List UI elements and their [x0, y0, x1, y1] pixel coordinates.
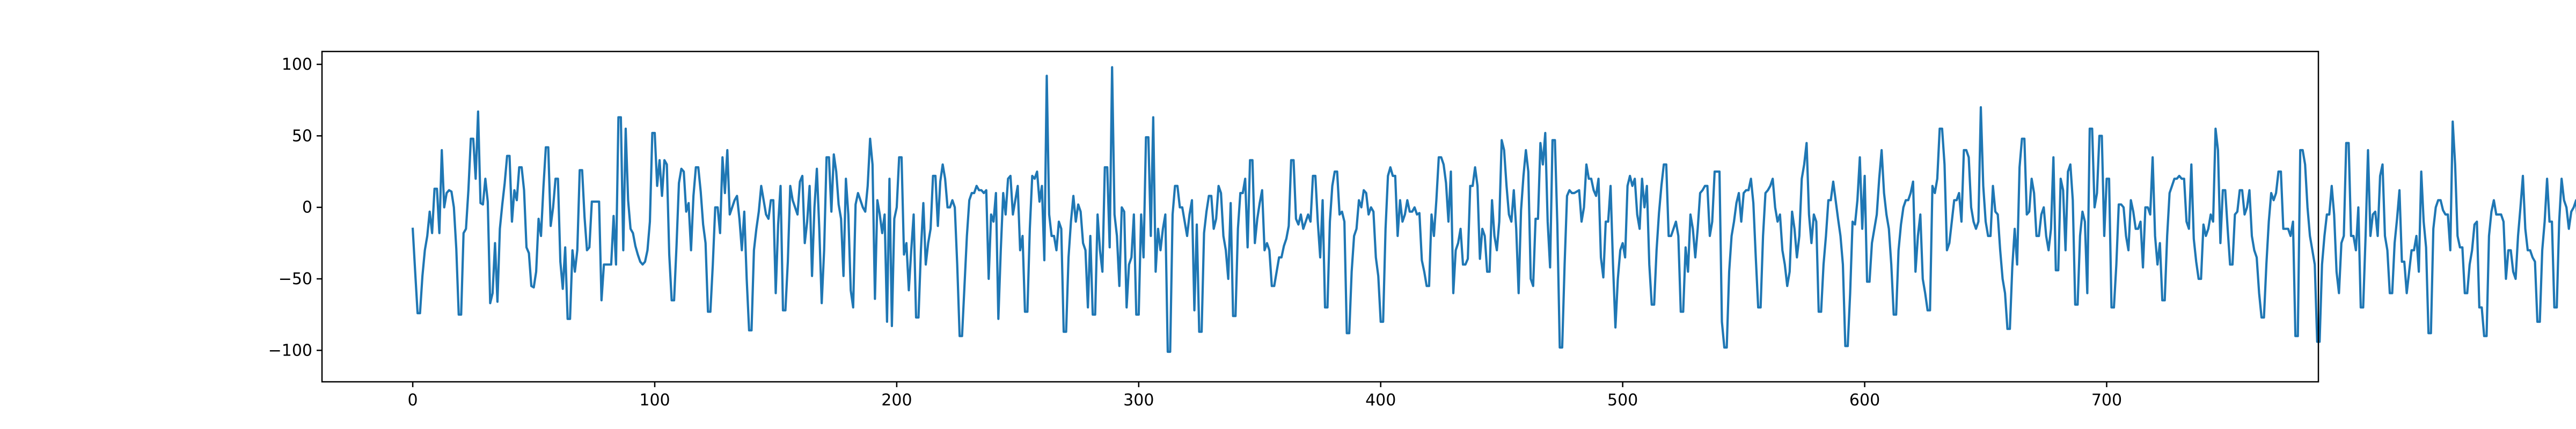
- plot-area: [321, 50, 2576, 383]
- y-tick-label: −50: [279, 270, 312, 289]
- y-tick-label: 50: [292, 127, 312, 145]
- x-tick-label: 400: [1365, 391, 1396, 410]
- y-tick-label: 100: [282, 55, 312, 74]
- x-tick-label: 300: [1123, 391, 1154, 410]
- axes-frame: [321, 50, 2319, 383]
- x-tick-label: 500: [1607, 391, 1638, 410]
- data-line: [411, 66, 2576, 353]
- y-tick-label: −100: [268, 341, 312, 360]
- x-tick-label: 0: [408, 391, 418, 410]
- y-axis: −100 −50 0 50 100: [268, 55, 322, 360]
- x-axis: 0 100 200 300 400 500 600 700: [408, 382, 2122, 410]
- x-tick-label: 100: [639, 391, 670, 410]
- x-tick-label: 600: [1849, 391, 1880, 410]
- x-tick-label: 200: [881, 391, 912, 410]
- y-tick-label: 0: [302, 198, 312, 217]
- x-tick-label: 700: [2091, 391, 2122, 410]
- series-line-0: [411, 66, 2576, 353]
